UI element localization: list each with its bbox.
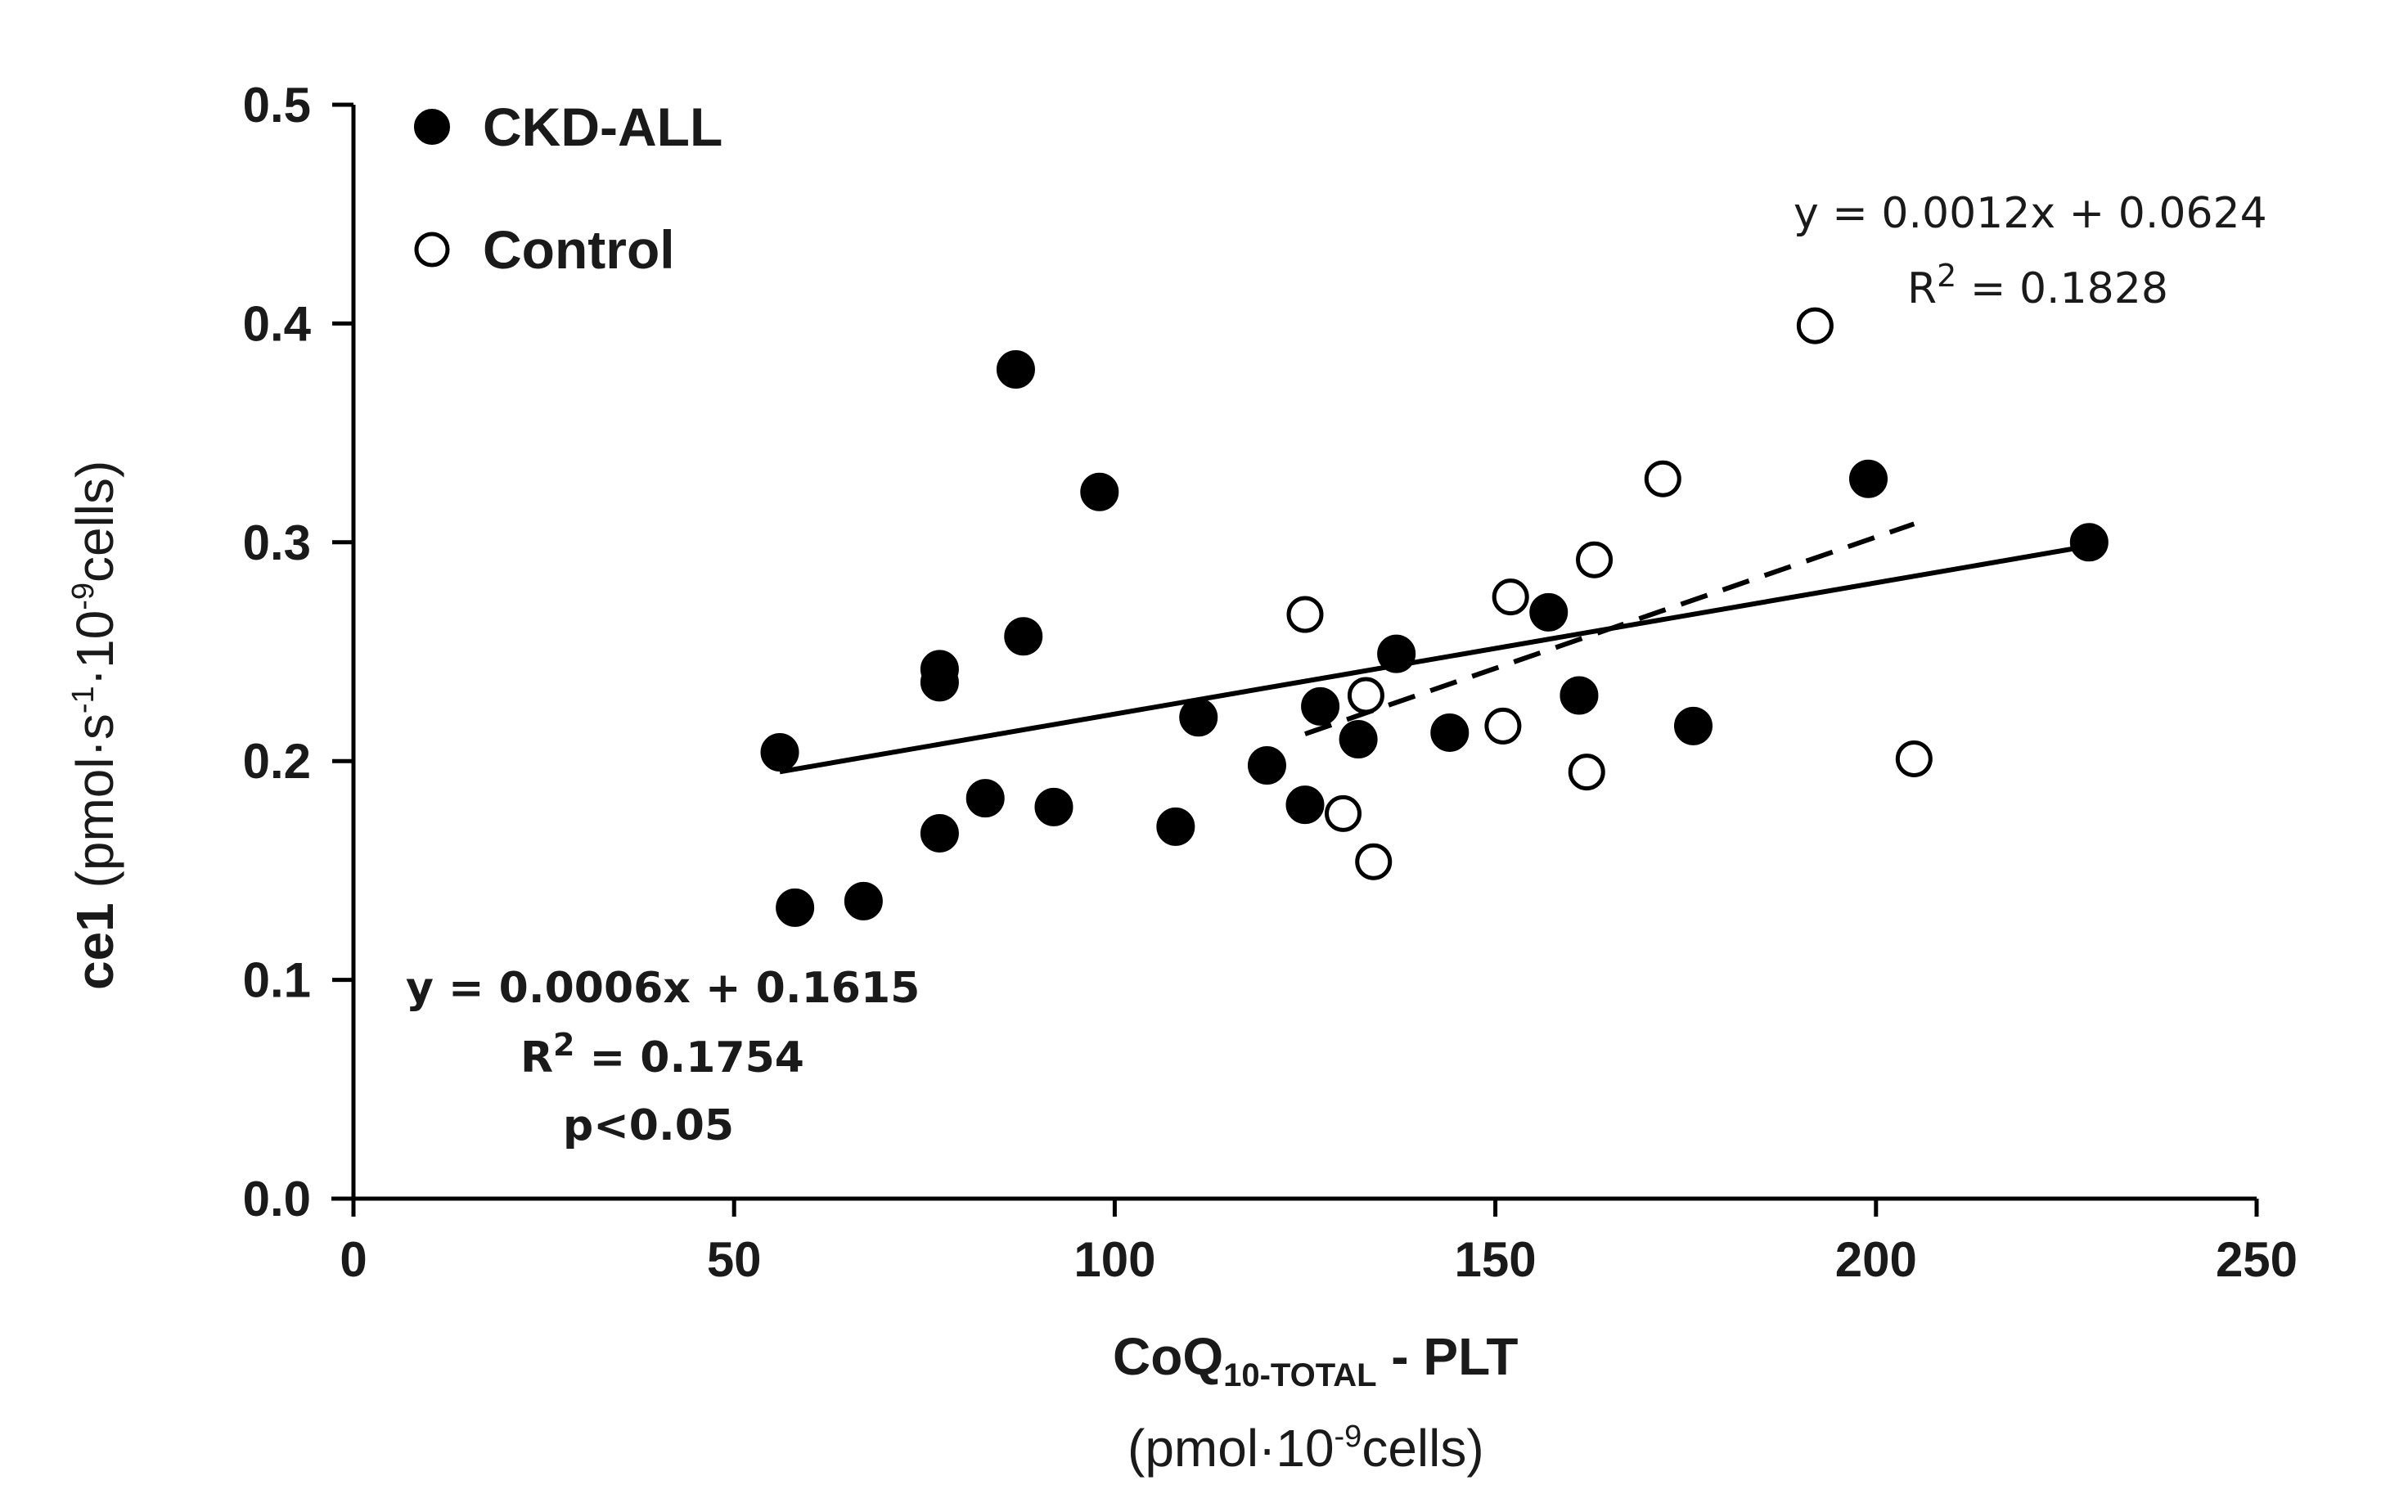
data-point-ckd-all <box>1674 706 1713 745</box>
y-tick-label: 0.0 <box>243 1172 311 1226</box>
data-point-ckd-all <box>1080 472 1119 511</box>
data-point-ckd-all <box>2069 523 2109 562</box>
data-point-ckd-all <box>920 663 959 702</box>
y-tick-label: 0.3 <box>243 515 311 570</box>
equation-ckd-all-r2: R2 = 0.1754 <box>520 1027 804 1082</box>
y-tick-label: 0.4 <box>243 296 312 351</box>
data-point-control <box>1568 754 1605 791</box>
series-control <box>1286 307 1933 880</box>
data-point-ckd-all <box>1560 676 1599 715</box>
x-tick-label: 0 <box>340 1232 367 1287</box>
series-ckd-all <box>760 350 2109 927</box>
data-point-ckd-all <box>760 733 799 772</box>
data-point-control <box>1484 707 1522 745</box>
data-point-ckd-all <box>1004 617 1043 656</box>
x-tick-label: 200 <box>1835 1232 1917 1287</box>
data-point-control <box>1325 794 1362 832</box>
equation-control-formula: y = 0.0012x + 0.0624 <box>1794 189 2267 238</box>
x-tick-label: 250 <box>2216 1232 2298 1287</box>
equation-ckd-all-formula: y = 0.0006x + 0.1615 <box>406 964 920 1013</box>
x-axis-title: CoQ10-TOTAL - PLT (pmol·10-9cells) <box>1113 1327 1519 1478</box>
equation-ckd-all: y = 0.0006x + 0.1615 R2 = 0.1754 p<0.05 <box>406 964 920 1150</box>
y-tick-label: 0.2 <box>243 734 311 789</box>
legend-label-ckd-all: CKD-ALL <box>483 97 722 157</box>
y-axis-title: ce1 (pmol·s-1·10-9cells) <box>65 461 124 990</box>
x-tick-label: 150 <box>1455 1232 1537 1287</box>
data-point-ckd-all <box>996 350 1035 389</box>
data-point-ckd-all <box>1339 719 1378 758</box>
data-point-ckd-all <box>1848 459 1888 498</box>
data-point-control <box>1796 307 1834 344</box>
legend-label-control: Control <box>483 219 675 280</box>
equation-ckd-all-p-value: p<0.05 <box>563 1101 734 1150</box>
data-point-control <box>1644 460 1681 497</box>
data-point-control <box>1347 677 1384 714</box>
data-point-control <box>1576 541 1614 578</box>
legend-marker-ckd-all <box>414 109 450 145</box>
legend: CKD-ALL Control <box>414 97 722 280</box>
x-axis-title-main: CoQ10-TOTAL - PLT <box>1113 1327 1519 1393</box>
data-point-control <box>1895 740 1933 778</box>
data-point-ckd-all <box>1247 746 1286 785</box>
y-ticks: 0.0 0.1 0.2 0.3 0.4 0.5 <box>243 78 353 1226</box>
y-tick-label: 0.1 <box>243 953 311 1008</box>
data-point-ckd-all <box>844 881 883 920</box>
data-point-ckd-all <box>965 779 1005 818</box>
data-point-ckd-all <box>1179 698 1218 737</box>
data-point-control <box>1286 596 1324 633</box>
axes <box>331 105 2257 1201</box>
x-tick-label: 50 <box>707 1232 762 1287</box>
data-point-ckd-all <box>1430 713 1470 752</box>
data-point-ckd-all <box>1377 634 1416 673</box>
legend-marker-control <box>414 232 450 268</box>
data-point-ckd-all <box>920 813 959 853</box>
data-point-control <box>1355 843 1393 880</box>
x-tick-label: 100 <box>1073 1232 1155 1287</box>
data-point-ckd-all <box>1529 592 1569 632</box>
data-point-control <box>1492 578 1529 616</box>
y-axis-title-text: ce1 (pmol·s-1·10-9cells) <box>65 461 124 990</box>
data-point-ckd-all <box>1301 686 1340 726</box>
y-tick-label: 0.5 <box>243 78 311 133</box>
x-axis-title-units: (pmol·10-9cells) <box>1127 1419 1484 1478</box>
equation-control: y = 0.0012x + 0.0624 R2 = 0.1828 <box>1794 189 2267 313</box>
trendline-ckd-all <box>779 543 2090 775</box>
data-point-ckd-all <box>1034 787 1073 826</box>
equation-control-r2: R2 = 0.1828 <box>1907 258 2168 313</box>
trendlines <box>779 521 2090 775</box>
trendline-control <box>1304 521 1915 736</box>
data-point-ckd-all <box>1156 807 1195 846</box>
data-point-ckd-all <box>776 888 815 927</box>
data-point-ckd-all <box>1285 785 1325 825</box>
x-ticks: 0 50 100 150 200 250 <box>340 1199 2298 1287</box>
